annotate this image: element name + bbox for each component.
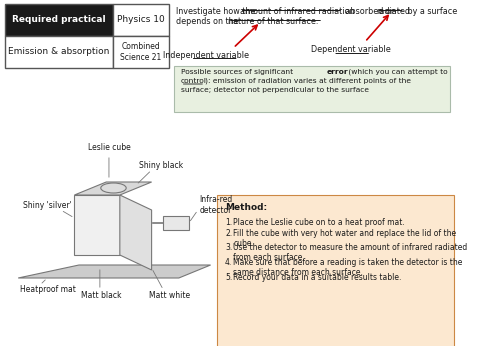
Polygon shape xyxy=(74,195,120,255)
FancyBboxPatch shape xyxy=(164,216,189,230)
Text: Use the detector to measure the amount of infrared radiated
from each surface.: Use the detector to measure the amount o… xyxy=(234,243,468,262)
Text: 3.: 3. xyxy=(225,243,232,252)
Text: amount of infrared radiation: amount of infrared radiation xyxy=(240,8,354,17)
Ellipse shape xyxy=(101,183,126,193)
Text: 4.: 4. xyxy=(225,258,232,267)
FancyBboxPatch shape xyxy=(217,195,454,346)
Text: Place the Leslie cube on to a heat proof mat.: Place the Leslie cube on to a heat proof… xyxy=(234,218,405,227)
Text: Combined
Science 21: Combined Science 21 xyxy=(120,42,162,62)
Text: ): emission of radiation varies at different points of the: ): emission of radiation varies at diffe… xyxy=(205,78,411,84)
FancyBboxPatch shape xyxy=(112,36,169,68)
Text: Dependent variable: Dependent variable xyxy=(312,46,391,55)
Text: Investigate how the: Investigate how the xyxy=(176,8,258,17)
Text: by a surface: by a surface xyxy=(405,8,457,17)
Text: radiated: radiated xyxy=(376,8,410,17)
FancyBboxPatch shape xyxy=(6,4,112,36)
Text: surface; detector not perpendicular to the surface: surface; detector not perpendicular to t… xyxy=(180,87,368,93)
Text: error: error xyxy=(327,69,348,75)
Text: Leslie cube: Leslie cube xyxy=(88,144,130,153)
Text: Infra-red
detector: Infra-red detector xyxy=(200,195,233,215)
Text: Heatproof mat: Heatproof mat xyxy=(20,285,76,294)
Text: Emission & absorption: Emission & absorption xyxy=(8,47,110,56)
Text: Shiny 'silver': Shiny 'silver' xyxy=(23,200,72,209)
Text: control: control xyxy=(180,78,206,84)
Text: Required practical: Required practical xyxy=(12,16,106,25)
Text: Make sure that before a reading is taken the detector is the
same distance from : Make sure that before a reading is taken… xyxy=(234,258,462,277)
Polygon shape xyxy=(120,195,152,270)
Text: Physics 10: Physics 10 xyxy=(117,16,164,25)
Text: 2.: 2. xyxy=(225,229,232,238)
Text: 5.: 5. xyxy=(225,273,232,282)
Polygon shape xyxy=(74,182,152,195)
Text: (which you can attempt to: (which you can attempt to xyxy=(346,69,448,75)
Text: Matt black: Matt black xyxy=(82,291,122,300)
FancyBboxPatch shape xyxy=(174,66,450,112)
Text: Possible sources of significant: Possible sources of significant xyxy=(180,69,295,75)
Text: nature of that surface.: nature of that surface. xyxy=(228,18,318,27)
FancyBboxPatch shape xyxy=(112,4,169,36)
Polygon shape xyxy=(18,265,210,278)
Text: depends on the: depends on the xyxy=(176,18,241,27)
Text: Record your data in a suitable results table.: Record your data in a suitable results t… xyxy=(234,273,402,282)
Text: Matt white: Matt white xyxy=(149,291,190,300)
Text: absorbed or: absorbed or xyxy=(343,8,397,17)
FancyBboxPatch shape xyxy=(6,36,112,68)
Text: Independent variable: Independent variable xyxy=(163,51,249,60)
Text: Method:: Method: xyxy=(225,202,267,211)
Text: Fill the cube with very hot water and replace the lid of the
cube.: Fill the cube with very hot water and re… xyxy=(234,229,456,248)
Text: 1.: 1. xyxy=(225,218,232,227)
Text: Shiny black: Shiny black xyxy=(138,161,182,170)
